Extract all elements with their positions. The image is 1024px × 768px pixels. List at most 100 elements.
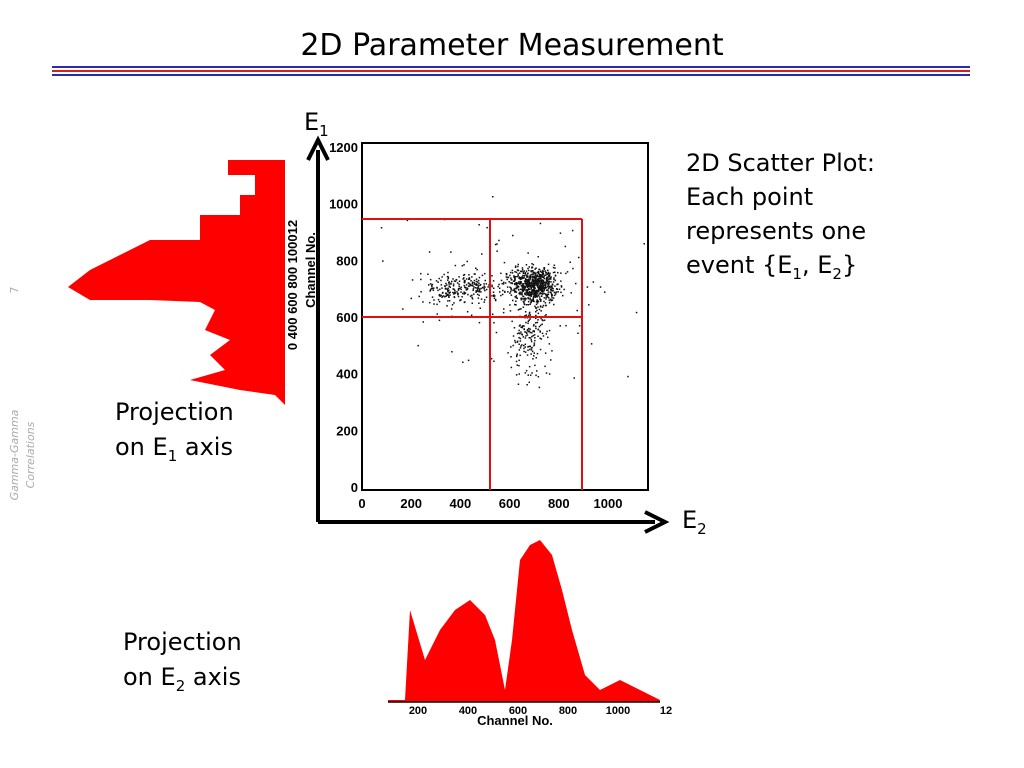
dot (548, 278, 550, 280)
dot (530, 286, 532, 289)
dot (531, 372, 533, 374)
dot (478, 302, 480, 304)
dot (463, 293, 466, 295)
dot (432, 289, 435, 291)
dot (520, 297, 522, 299)
dot (531, 273, 533, 276)
dot (515, 287, 518, 290)
dot (545, 333, 547, 335)
dot (522, 285, 524, 287)
dot (533, 293, 536, 295)
dot (528, 294, 531, 296)
dot (468, 277, 471, 279)
dot (542, 319, 544, 322)
dot (635, 311, 638, 314)
dot (515, 284, 518, 286)
dot (507, 276, 509, 278)
dot (514, 296, 516, 298)
dot (429, 289, 432, 291)
dot (536, 293, 538, 295)
dot (560, 291, 562, 294)
dot (547, 293, 550, 295)
dot (476, 287, 478, 289)
dot (536, 274, 539, 276)
dot (471, 285, 474, 287)
dot (460, 299, 462, 301)
dot (530, 281, 533, 284)
dot (478, 321, 481, 324)
dot (464, 286, 467, 289)
dot (525, 369, 528, 372)
dot (520, 331, 522, 333)
dot (485, 288, 488, 291)
dot (478, 294, 480, 297)
dot (540, 288, 543, 290)
dot (627, 375, 629, 378)
dot (535, 279, 538, 281)
dot (592, 281, 595, 283)
dot (523, 328, 525, 331)
dot (515, 304, 517, 306)
dot (452, 285, 455, 287)
dot (439, 288, 441, 291)
dot (543, 297, 545, 299)
dot (447, 271, 449, 274)
dot (522, 272, 525, 274)
dot (475, 280, 478, 283)
dot (523, 298, 525, 300)
dot (486, 226, 488, 229)
dot (533, 344, 535, 347)
dot (521, 344, 523, 346)
dot (548, 343, 551, 345)
dot (451, 280, 453, 283)
dot (542, 279, 544, 281)
dot (534, 364, 536, 367)
y-tick-label: 600 (336, 310, 358, 325)
dot (541, 332, 544, 335)
dot (538, 280, 540, 282)
dot (382, 260, 384, 262)
dot (429, 278, 432, 281)
dot (518, 332, 520, 334)
dot (431, 286, 433, 288)
dot (536, 309, 538, 312)
dot (542, 271, 544, 273)
dot (551, 284, 554, 286)
dot (541, 274, 543, 277)
dot (590, 343, 593, 345)
dot (557, 291, 559, 293)
dot (541, 293, 544, 295)
dot (525, 290, 527, 292)
dot (422, 301, 424, 303)
dot (518, 282, 520, 285)
dot (484, 299, 486, 301)
dot (452, 283, 455, 285)
dot (497, 285, 499, 288)
dot (461, 265, 464, 267)
dot (440, 284, 443, 286)
dot (518, 336, 520, 339)
dot (468, 274, 470, 276)
dot (539, 306, 542, 308)
dot (452, 278, 454, 280)
dot (540, 338, 543, 340)
dot (429, 283, 432, 285)
dot (431, 283, 434, 286)
proj-label: on E1 axis (115, 433, 233, 465)
dot (530, 293, 532, 295)
dot (536, 282, 539, 285)
dot (527, 281, 529, 284)
dot (532, 334, 534, 337)
dot (473, 279, 476, 282)
dot (485, 283, 488, 285)
dot (531, 350, 534, 353)
dot (523, 287, 526, 289)
dot (515, 286, 518, 288)
dot (533, 281, 536, 284)
dot (535, 307, 538, 309)
dot (440, 294, 442, 297)
dot (527, 252, 529, 254)
dot (527, 322, 529, 324)
dot (447, 287, 449, 290)
dot (519, 292, 521, 294)
